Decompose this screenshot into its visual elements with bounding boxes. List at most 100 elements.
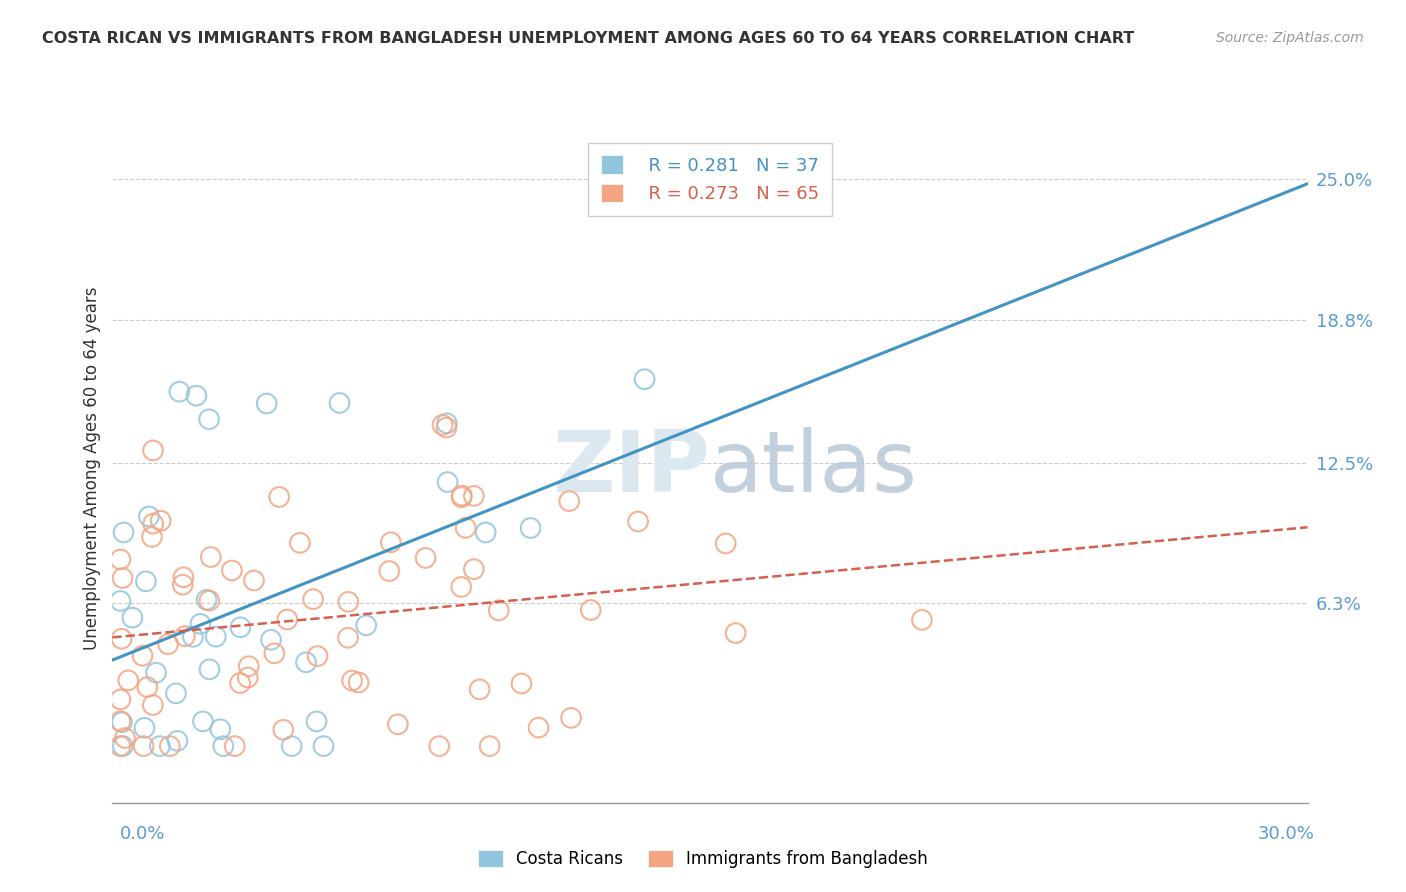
Point	[157, 637, 180, 651]
Point	[436, 417, 458, 431]
Point	[347, 675, 370, 690]
Point	[579, 603, 602, 617]
Point	[271, 723, 294, 737]
Point	[131, 648, 153, 663]
Text: Source: ZipAtlas.com: Source: ZipAtlas.com	[1216, 31, 1364, 45]
Point	[198, 412, 221, 426]
Point	[134, 721, 156, 735]
Point	[110, 552, 132, 566]
Point	[558, 494, 581, 508]
Point	[141, 530, 163, 544]
Point	[190, 616, 212, 631]
Point	[110, 594, 132, 608]
Point	[450, 580, 472, 594]
Point	[204, 630, 226, 644]
Legend:   R = 0.281   N = 37,   R = 0.273   N = 65: R = 0.281 N = 37, R = 0.273 N = 65	[588, 143, 832, 216]
Point	[463, 489, 485, 503]
Point	[243, 574, 266, 588]
Point	[302, 592, 325, 607]
Point	[236, 671, 259, 685]
Point	[307, 649, 329, 664]
Point	[627, 515, 650, 529]
Point	[112, 525, 135, 540]
Point	[288, 536, 311, 550]
Point	[633, 372, 655, 386]
Point	[166, 734, 188, 748]
Point	[111, 715, 134, 730]
Point	[191, 714, 214, 729]
Point	[149, 739, 172, 753]
Point	[527, 721, 550, 735]
Point	[295, 656, 318, 670]
Point	[724, 626, 747, 640]
Point	[186, 389, 208, 403]
Point	[380, 535, 402, 549]
Point	[478, 739, 501, 753]
Point	[221, 564, 243, 578]
Point	[436, 475, 458, 489]
Point	[560, 711, 582, 725]
Text: 0.0%: 0.0%	[120, 825, 165, 843]
Point	[142, 698, 165, 712]
Point	[142, 443, 165, 458]
Point	[450, 490, 472, 504]
Point	[269, 490, 291, 504]
Point	[114, 731, 136, 745]
Point	[159, 739, 181, 753]
Point	[198, 593, 221, 607]
Point	[312, 739, 335, 753]
Point	[224, 739, 246, 753]
Point	[519, 521, 541, 535]
Point	[110, 714, 132, 729]
Text: COSTA RICAN VS IMMIGRANTS FROM BANGLADESH UNEMPLOYMENT AMONG AGES 60 TO 64 YEARS: COSTA RICAN VS IMMIGRANTS FROM BANGLADES…	[42, 31, 1135, 46]
Point	[454, 521, 477, 535]
Legend: Costa Ricans, Immigrants from Bangladesh: Costa Ricans, Immigrants from Bangladesh	[471, 843, 935, 875]
Text: ZIP: ZIP	[553, 426, 710, 510]
Point	[135, 574, 157, 589]
Point	[229, 676, 252, 690]
Point	[488, 603, 510, 617]
Point	[111, 739, 134, 753]
Point	[337, 595, 360, 609]
Point	[340, 673, 363, 688]
Point	[172, 577, 194, 591]
Point	[111, 571, 134, 585]
Point	[110, 692, 132, 706]
Point	[117, 673, 139, 688]
Point	[110, 739, 132, 753]
Point	[256, 396, 278, 410]
Point	[149, 514, 172, 528]
Point	[378, 564, 401, 578]
Point	[195, 592, 218, 607]
Point	[238, 659, 260, 673]
Point	[121, 610, 143, 624]
Point	[305, 714, 328, 729]
Point	[198, 662, 221, 676]
Point	[132, 739, 155, 753]
Point	[468, 682, 491, 697]
Point	[911, 613, 934, 627]
Point	[276, 612, 298, 626]
Point	[145, 665, 167, 680]
Point	[387, 717, 409, 731]
Point	[209, 723, 232, 737]
Point	[142, 516, 165, 531]
Point	[263, 646, 285, 660]
Y-axis label: Unemployment Among Ages 60 to 64 years: Unemployment Among Ages 60 to 64 years	[83, 286, 101, 650]
Point	[136, 680, 159, 694]
Point	[337, 631, 360, 645]
Point	[169, 384, 191, 399]
Point	[354, 618, 377, 632]
Point	[260, 632, 283, 647]
Point	[165, 686, 187, 700]
Point	[172, 570, 194, 584]
Point	[138, 509, 160, 524]
Point	[510, 676, 533, 690]
Point	[212, 739, 235, 753]
Point	[714, 536, 737, 550]
Point	[415, 550, 437, 565]
Point	[200, 549, 222, 564]
Point	[229, 620, 252, 634]
Point	[110, 632, 132, 646]
Point	[463, 562, 485, 576]
